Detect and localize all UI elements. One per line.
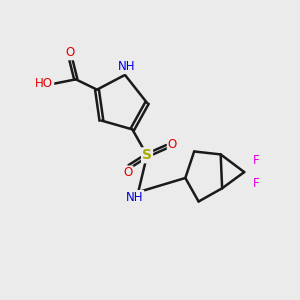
Text: O: O: [168, 139, 177, 152]
Text: O: O: [66, 46, 75, 59]
Text: HO: HO: [35, 77, 53, 90]
Text: NH: NH: [126, 191, 143, 204]
Text: S: S: [142, 148, 152, 162]
Text: F: F: [253, 154, 260, 167]
Text: F: F: [253, 177, 260, 190]
Text: O: O: [123, 167, 133, 179]
Text: NH: NH: [118, 60, 135, 73]
